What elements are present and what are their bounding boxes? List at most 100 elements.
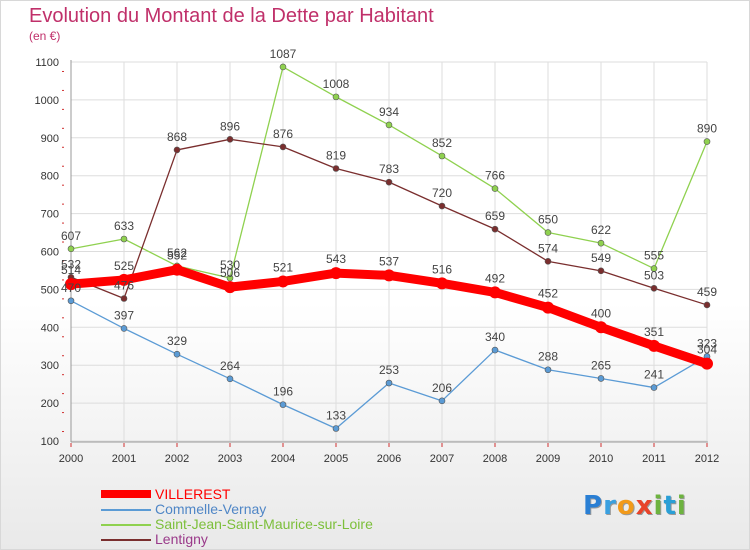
- data-point-saint-jean-saint-maurice-sur-loire: [438, 152, 446, 160]
- data-point-saint-jean-saint-maurice-sur-loire: [67, 245, 75, 253]
- data-label-villerest: 514: [61, 263, 81, 277]
- data-label-commelle-vernay: 241: [644, 368, 664, 382]
- x-tick-label: 2010: [589, 453, 613, 465]
- data-label-villerest: 506: [220, 266, 240, 280]
- data-point-lentigny: [226, 136, 234, 143]
- y-tick-label: 600: [41, 247, 59, 259]
- legend-swatch: [101, 509, 151, 511]
- data-label-saint-jean-saint-maurice-sur-loire: 562: [167, 246, 187, 260]
- data-point-saint-jean-saint-maurice-sur-loire: [703, 138, 711, 145]
- data-point-villerest: [701, 357, 713, 370]
- x-tick-label: 2008: [483, 453, 507, 465]
- x-tick-label: 2000: [59, 453, 83, 465]
- chart-title: Evolution du Montant de la Dette par Hab…: [29, 5, 434, 27]
- data-label-lentigny: 574: [538, 241, 558, 255]
- x-tick-label: 2001: [112, 453, 136, 465]
- y-tick-label: 500: [41, 284, 59, 296]
- data-point-saint-jean-saint-maurice-sur-loire: [279, 63, 287, 71]
- data-label-saint-jean-saint-maurice-sur-loire: 530: [220, 258, 240, 272]
- data-point-villerest: [595, 321, 607, 334]
- legend-swatch: [101, 539, 151, 541]
- x-tick-label: 2004: [271, 453, 295, 465]
- y-tick-label: 300: [41, 360, 59, 372]
- data-point-lentigny: [120, 295, 128, 302]
- data-label-villerest: 492: [485, 271, 505, 285]
- data-label-lentigny: 783: [379, 162, 399, 176]
- y-tick-label: 1100: [35, 57, 59, 69]
- data-label-lentigny: 876: [273, 127, 293, 141]
- x-tick-label: 2006: [377, 453, 401, 465]
- legend-swatch: [101, 490, 151, 498]
- data-label-saint-jean-saint-maurice-sur-loire: 1087: [270, 47, 297, 61]
- data-point-commelle-vernay: [226, 375, 234, 383]
- data-label-lentigny: 503: [644, 268, 664, 282]
- data-label-commelle-vernay: 329: [167, 334, 187, 348]
- data-label-commelle-vernay: 288: [538, 350, 558, 364]
- data-point-commelle-vernay: [597, 375, 605, 382]
- data-point-commelle-vernay: [650, 384, 658, 391]
- data-point-commelle-vernay: [491, 346, 499, 354]
- y-tick-label: 100: [41, 436, 59, 448]
- data-point-commelle-vernay: [120, 325, 128, 332]
- data-point-villerest: [330, 267, 342, 280]
- data-label-lentigny: 819: [326, 148, 346, 162]
- data-point-villerest: [489, 286, 501, 299]
- data-point-villerest: [436, 277, 448, 290]
- data-label-commelle-vernay: 133: [326, 408, 346, 422]
- logo-letter: x: [635, 491, 654, 521]
- data-label-villerest: 537: [379, 254, 399, 268]
- data-label-villerest: 516: [432, 262, 452, 276]
- data-point-saint-jean-saint-maurice-sur-loire: [226, 274, 234, 282]
- data-label-villerest: 400: [591, 306, 611, 320]
- x-tick-label: 2002: [165, 453, 189, 465]
- data-label-saint-jean-saint-maurice-sur-loire: 766: [485, 169, 505, 183]
- data-label-commelle-vernay: 206: [432, 381, 452, 395]
- data-label-saint-jean-saint-maurice-sur-loire: 852: [432, 136, 452, 150]
- data-point-villerest: [648, 339, 660, 352]
- data-point-lentigny: [650, 284, 658, 292]
- data-label-commelle-vernay: 340: [485, 330, 505, 344]
- data-label-villerest: 543: [326, 252, 346, 266]
- data-label-lentigny: 896: [220, 119, 240, 133]
- data-point-commelle-vernay: [438, 397, 446, 405]
- data-point-commelle-vernay: [332, 425, 340, 432]
- data-point-saint-jean-saint-maurice-sur-loire: [120, 235, 128, 243]
- y-tick-label: 400: [41, 322, 59, 334]
- legend-label: Lentigny: [155, 531, 208, 547]
- data-point-lentigny: [332, 165, 340, 172]
- data-label-saint-jean-saint-maurice-sur-loire: 633: [114, 219, 134, 233]
- data-label-villerest: 552: [167, 249, 187, 263]
- logo-letter: i: [676, 491, 687, 521]
- x-tick-label: 2005: [324, 453, 348, 465]
- x-tick-label: 2003: [218, 453, 242, 465]
- data-point-commelle-vernay: [67, 297, 75, 305]
- y-tick-label: 700: [41, 209, 59, 221]
- data-point-commelle-vernay: [544, 366, 552, 374]
- data-point-villerest: [171, 263, 183, 276]
- data-label-villerest: 525: [114, 259, 134, 273]
- data-label-saint-jean-saint-maurice-sur-loire: 650: [538, 213, 558, 227]
- data-label-commelle-vernay: 196: [273, 385, 293, 399]
- data-label-lentigny: 720: [432, 186, 452, 200]
- data-label-commelle-vernay: 253: [379, 363, 399, 377]
- logo-letter: P: [583, 491, 604, 521]
- data-label-saint-jean-saint-maurice-sur-loire: 1008: [323, 77, 350, 91]
- data-label-lentigny: 868: [167, 130, 187, 144]
- data-point-saint-jean-saint-maurice-sur-loire: [491, 185, 499, 192]
- data-point-lentigny: [438, 202, 446, 210]
- data-label-villerest: 304: [697, 343, 717, 357]
- logo-letter: r: [603, 491, 617, 521]
- data-label-villerest: 521: [273, 260, 293, 274]
- data-point-lentigny: [491, 225, 499, 233]
- data-label-villerest: 452: [538, 287, 558, 301]
- data-point-lentigny: [279, 143, 287, 151]
- data-label-commelle-vernay: 265: [591, 358, 611, 372]
- y-tick-label: 1000: [35, 95, 59, 107]
- data-label-commelle-vernay: 397: [114, 308, 134, 322]
- legend-label: Saint-Jean-Saint-Maurice-sur-Loire: [155, 516, 373, 532]
- logo-letter: i: [653, 491, 664, 521]
- proxiti-logo: Proxiti: [583, 491, 687, 521]
- y-tick-label: 200: [41, 398, 59, 410]
- data-point-lentigny: [385, 178, 393, 186]
- data-label-lentigny: 532: [61, 257, 81, 271]
